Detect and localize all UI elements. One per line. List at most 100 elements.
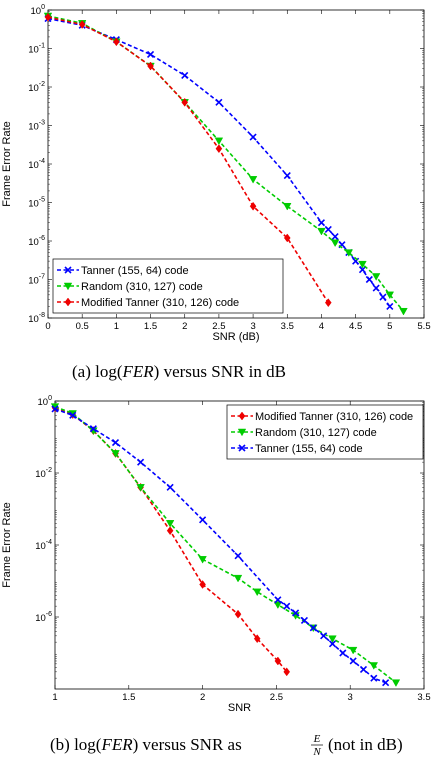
x-axis-label: SNR [228, 702, 251, 714]
data-point-0 [199, 580, 206, 589]
caption-prefix: (a) log( [72, 362, 123, 381]
data-point-0 [331, 233, 339, 241]
data-point-0 [386, 302, 394, 310]
legend-marker [238, 444, 246, 452]
legend-marker-b [64, 266, 72, 274]
y-tick-label: 10-1 [28, 43, 45, 56]
y-tick-label: 10-6 [35, 611, 52, 624]
data-point-2 [309, 624, 317, 632]
data-point-2 [349, 657, 357, 665]
data-point-2-b [111, 439, 120, 447]
y-tick-label: 10-6 [28, 235, 45, 248]
data-point-2-b [89, 425, 97, 433]
y-tick-label: 10-5 [28, 197, 45, 210]
data-point-1 [328, 635, 337, 643]
y-tick-label: 100 [38, 395, 53, 408]
data-point-2-b [300, 616, 309, 625]
y-tick-mantissa: 10 [35, 469, 46, 480]
y-tick-exponent: -8 [39, 312, 45, 319]
y-tick-exponent: -3 [39, 120, 45, 127]
data-point-2-b [359, 665, 368, 673]
x-tick-label: 4.5 [349, 321, 362, 332]
data-point-0 [253, 634, 261, 644]
data-point-2 [359, 665, 368, 673]
x-tick-label: 0.5 [76, 321, 89, 332]
data-point-1 [391, 679, 401, 687]
caption-frac-num: E [313, 733, 321, 745]
y-tick-mantissa: 10 [28, 237, 39, 248]
data-point-2-b [166, 483, 174, 491]
y-tick-exponent: -1 [39, 43, 45, 50]
data-point-0 [215, 98, 223, 106]
legend-marker [238, 411, 246, 421]
data-point-0-b [146, 50, 155, 59]
legend-box [52, 258, 284, 314]
y-tick-mantissa: 10 [38, 397, 49, 408]
data-point-2-b [328, 640, 337, 648]
data-point-2 [78, 20, 86, 29]
data-point-0 [372, 284, 380, 292]
y-tick-mantissa: 10 [28, 45, 39, 56]
legend-label: Tanner (155, 64) code [255, 443, 363, 455]
data-point-2-b [320, 632, 328, 640]
data-point-0-b [215, 98, 223, 106]
data-point-2 [292, 609, 300, 617]
data-point-1 [273, 601, 283, 609]
data-point-1 [348, 646, 358, 655]
data-point-2 [324, 298, 332, 308]
x-tick-label: 5.5 [417, 321, 430, 332]
data-point-1 [111, 450, 120, 458]
data-point-2 [370, 674, 378, 682]
data-point-1 [233, 574, 243, 583]
caption-frac-den: N [312, 746, 321, 758]
data-point-0 [283, 172, 291, 180]
y-tick-exponent: -2 [46, 467, 52, 474]
caption-prefix: (b) log( [50, 735, 102, 754]
caption: (a) log(FER) versus SNR in dB [72, 362, 286, 381]
chart-a: 0 0.5 1 1.5 2 2.5 3 3.5 4 4.5 5 5.510-810-710-610-5… [1, 4, 431, 381]
x-tick-label: 1 [52, 692, 57, 703]
data-point-0-b [283, 172, 291, 180]
data-point-2 [44, 12, 52, 22]
legend-label: Random (310, 127) code [81, 281, 203, 293]
data-point-1 [371, 273, 381, 281]
data-point-0 [181, 71, 189, 79]
data-point-2 [89, 425, 97, 433]
data-point-2-b [349, 657, 357, 665]
data-point-2-b [69, 411, 77, 419]
data-point-1 [399, 307, 408, 316]
data-point-2-b [199, 516, 207, 524]
data-point-2 [111, 439, 120, 447]
y-tick-label: 10-4 [35, 539, 52, 552]
data-point-0 [324, 225, 332, 233]
x-tick-label: 3 [250, 321, 255, 332]
y-tick-mantissa: 10 [28, 160, 39, 171]
y-tick-exponent: -2 [39, 81, 45, 88]
legend-label: Random (310, 127) code [255, 427, 377, 439]
data-point-2 [328, 640, 337, 648]
y-tick-label: 10-2 [35, 467, 52, 480]
y-tick-mantissa: 10 [35, 613, 46, 624]
data-point-2 [69, 411, 77, 419]
x-tick-label: 1.5 [122, 692, 135, 703]
y-tick-label: 10-8 [28, 312, 45, 325]
x-tick-label: 3 [348, 692, 353, 703]
data-point-0 [379, 293, 387, 301]
data-point-2 [249, 201, 257, 211]
data-point-2 [283, 233, 291, 243]
data-point-2-b [309, 624, 317, 632]
y-tick-label: 100 [31, 4, 46, 17]
legend-marker [64, 266, 72, 274]
data-point-2 [166, 483, 174, 491]
legend-marker [64, 297, 72, 307]
y-tick-mantissa: 10 [28, 199, 39, 210]
x-tick-label: 2 [182, 321, 187, 332]
data-point-2 [339, 649, 347, 657]
data-point-0 [234, 609, 242, 619]
data-point-2 [382, 679, 390, 687]
x-tick-label: 5 [387, 321, 392, 332]
x-tick-label: 3.5 [417, 692, 430, 703]
x-tick-label: 0 [45, 321, 50, 332]
x-tick-label: 2.5 [270, 692, 283, 703]
